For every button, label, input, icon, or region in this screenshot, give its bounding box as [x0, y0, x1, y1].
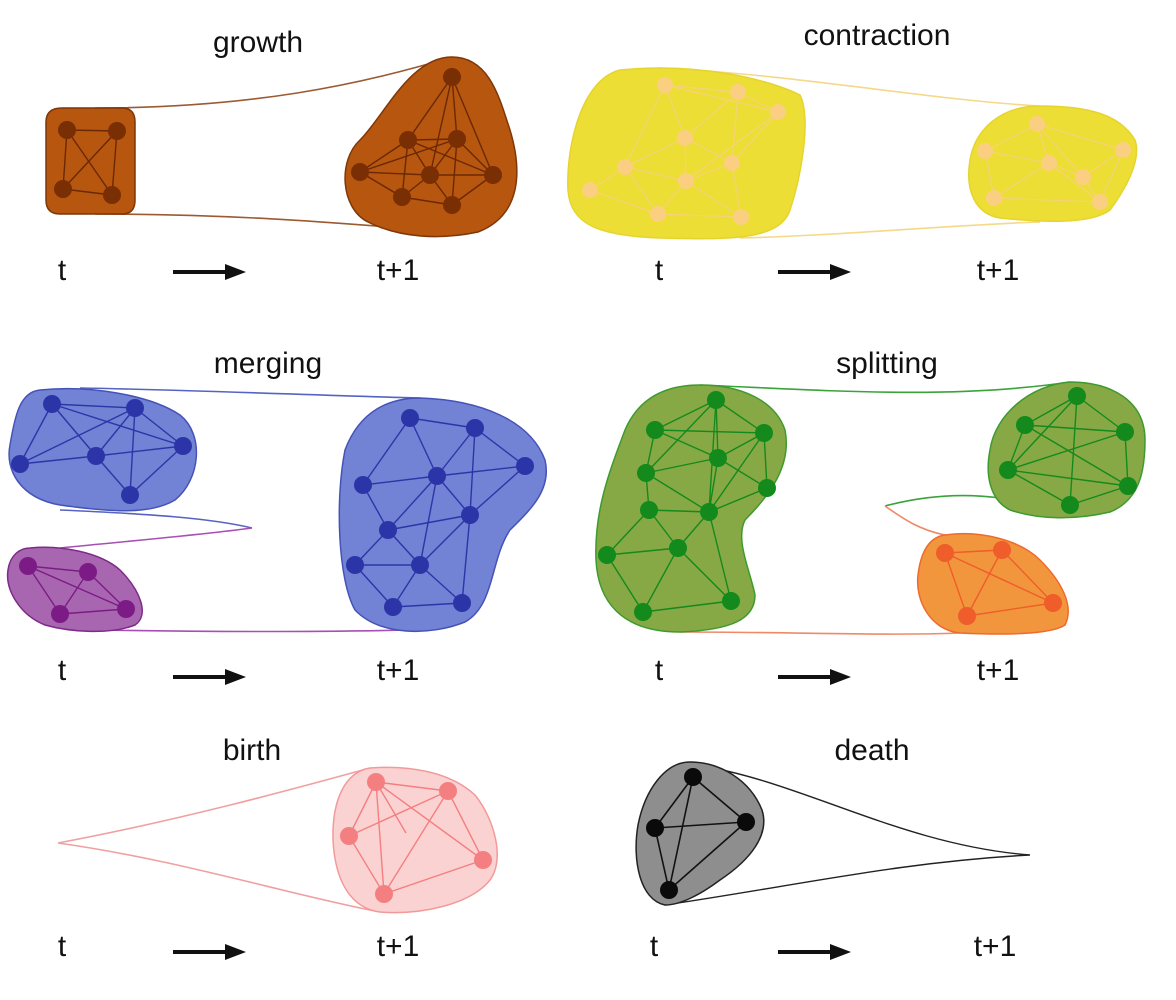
- community-nodes: [11, 395, 534, 616]
- time-label-t1: t+1: [977, 654, 1020, 687]
- time-label-t1: t+1: [977, 254, 1020, 287]
- panel-death: death t t+1: [635, 734, 1031, 963]
- community-blob-t: [567, 67, 806, 240]
- panel-title: merging: [214, 347, 322, 380]
- community-nodes: [340, 773, 492, 903]
- time-label-t1: t+1: [377, 930, 420, 963]
- transition-link: [699, 381, 1071, 507]
- panel-title: contraction: [804, 19, 951, 52]
- time-label-t: t: [655, 654, 664, 687]
- time-label-t1: t+1: [377, 254, 420, 287]
- community-nodes: [54, 68, 502, 214]
- right-arrow-icon: [778, 264, 851, 280]
- community-blob-t1: [338, 397, 548, 633]
- community-blob-t1-orange: [916, 532, 1069, 635]
- panel-title: death: [834, 734, 909, 767]
- right-arrow-icon: [778, 669, 851, 685]
- community-edges-orange: [944, 549, 1054, 617]
- time-label-t: t: [58, 254, 67, 287]
- community-blob-t1: [344, 56, 518, 238]
- time-label-t1: t+1: [974, 930, 1017, 963]
- panel-title: growth: [213, 26, 303, 59]
- community-nodes: [646, 768, 755, 899]
- panel-splitting: splitting: [595, 347, 1146, 687]
- transition-link: [679, 505, 961, 635]
- panel-birth: birth t t+1: [57, 734, 498, 963]
- transition-link: [59, 387, 421, 529]
- panel-contraction: contraction: [567, 19, 1138, 287]
- community-blob-t: [635, 761, 765, 906]
- time-label-t1: t+1: [377, 654, 420, 687]
- community-blob-t: [595, 384, 787, 633]
- right-arrow-icon: [173, 944, 246, 960]
- time-label-t: t: [655, 254, 664, 287]
- community-nodes: [582, 77, 1131, 225]
- time-label-t: t: [58, 654, 67, 687]
- transition-link: [57, 767, 381, 913]
- transition-link: [59, 527, 411, 633]
- right-arrow-icon: [173, 264, 246, 280]
- panel-title: birth: [223, 734, 281, 767]
- community-nodes-orange: [936, 541, 1062, 625]
- community-nodes: [598, 387, 1137, 621]
- right-arrow-icon: [778, 944, 851, 960]
- panel-title: splitting: [836, 347, 938, 380]
- right-arrow-icon: [173, 669, 246, 685]
- transition-link: [664, 764, 1031, 906]
- time-label-t: t: [650, 930, 659, 963]
- community-edges: [654, 776, 747, 891]
- community-edges: [348, 781, 484, 895]
- community-nodes-purple: [19, 557, 135, 623]
- time-label-t: t: [58, 930, 67, 963]
- panel-growth: growth t: [45, 26, 518, 287]
- panel-merging: merging: [6, 347, 548, 687]
